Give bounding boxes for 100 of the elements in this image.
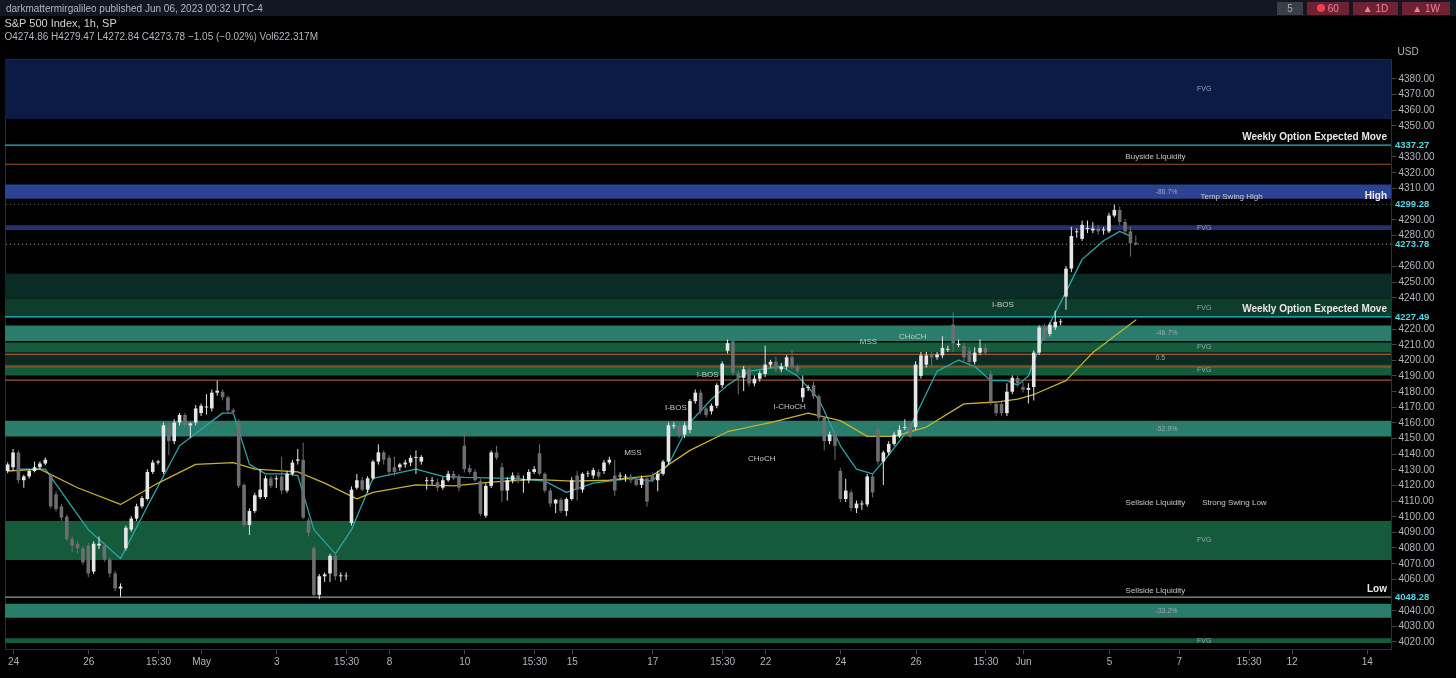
- y-tick-label: 4320.00: [1398, 166, 1436, 178]
- y-tick-label: 4030.00: [1398, 620, 1436, 632]
- y-axis-title: USD: [1397, 45, 1419, 57]
- text: ▲ 1D: [1352, 1, 1399, 15]
- candlestick: [521, 475, 526, 494]
- text: 4048.28: [1395, 591, 1430, 603]
- candlestick: [505, 476, 510, 502]
- x-tick-label: 15:30: [710, 655, 736, 667]
- text: 4227.49: [1395, 310, 1430, 322]
- x-tick-label: 10: [459, 655, 471, 667]
- candlestick: [612, 459, 617, 497]
- candlestick: [11, 448, 15, 472]
- text: ▲ 1W: [1402, 1, 1450, 15]
- candlestick: [156, 459, 160, 466]
- candlestick: [951, 311, 955, 353]
- y-tick-label: 4330.00: [1398, 150, 1436, 162]
- candlestick: [1005, 382, 1009, 417]
- annotation: CHoCH: [747, 454, 776, 464]
- x-tick-label: May: [192, 655, 212, 667]
- y-tick-label: 4060.00: [1398, 573, 1436, 585]
- candlestick: [655, 470, 660, 492]
- annotation: I-CHoCH: [773, 402, 806, 412]
- y-tick-label: 4110.00: [1398, 495, 1435, 507]
- y-tick-label: 4140.00: [1398, 448, 1436, 460]
- candlestick: [328, 553, 332, 583]
- text: 4273.78: [1395, 238, 1430, 250]
- candlestick: [645, 475, 649, 508]
- candlestick: [516, 471, 520, 484]
- y-tick-label: 4020.00: [1398, 635, 1436, 647]
- candlestick: [317, 573, 322, 600]
- annotation: Sellside Liquidity: [1125, 498, 1186, 508]
- annotation: CHoCH: [899, 332, 927, 342]
- x-tick-label: Jun: [1015, 655, 1032, 667]
- candlestick: [548, 487, 553, 508]
- y-tick-label: 4350.00: [1398, 119, 1436, 131]
- x-tick-label: 24: [8, 655, 20, 667]
- candlestick: [376, 443, 381, 466]
- x-tick-label: 24: [835, 655, 847, 667]
- candlestick: [790, 349, 794, 370]
- annotation: Strong Swing Low: [1202, 498, 1267, 508]
- text: 5: [1277, 1, 1303, 15]
- y-tick-label: 4380.00: [1398, 72, 1436, 84]
- y-tick-label: 4370.00: [1398, 88, 1436, 100]
- candlestick: [285, 470, 289, 494]
- annotation: I-BOS: [992, 300, 1014, 310]
- y-tick-label: 4260.00: [1398, 260, 1436, 272]
- candlestick: [833, 431, 837, 461]
- x-tick-label: 12: [1286, 655, 1299, 667]
- candlestick: [371, 459, 375, 481]
- ref-line-label: Weekly Option Expected Move: [1242, 302, 1388, 314]
- x-tick-label: 7: [1176, 655, 1183, 667]
- candlestick: [54, 490, 58, 513]
- annotation: Sellside Liquidity: [1125, 586, 1186, 596]
- y-tick-label: 4090.00: [1398, 526, 1436, 538]
- y-tick-label: 4360.00: [1398, 104, 1436, 116]
- chart-title: S&P 500 Index, 1h, SP: [4, 17, 117, 29]
- text: 4337.27: [1395, 139, 1430, 151]
- x-tick-label: 15:30: [1236, 655, 1263, 667]
- candlestick: [800, 374, 805, 403]
- y-tick-label: 4080.00: [1398, 541, 1436, 553]
- candlestick: [414, 450, 418, 475]
- y-tick-label: 4210.00: [1398, 338, 1436, 350]
- x-tick-label: 15:30: [522, 655, 548, 667]
- y-tick-label: 4100.00: [1398, 510, 1436, 522]
- y-tick-label: 4220.00: [1398, 323, 1436, 334]
- candlestick: [747, 367, 751, 387]
- candlestick: [672, 421, 676, 430]
- candlestick: [919, 351, 923, 380]
- candlestick: [736, 370, 741, 395]
- candlestick: [107, 556, 112, 578]
- candlestick: [500, 462, 504, 503]
- candlestick: [1010, 374, 1015, 395]
- candlestick: [849, 489, 853, 513]
- annotation: Temp Swing High: [1200, 192, 1263, 202]
- candlestick: [715, 382, 719, 409]
- candlestick: [97, 536, 101, 550]
- y-tick-label: 4290.00: [1398, 213, 1436, 225]
- candlestick: [172, 418, 177, 445]
- y-tick-label: 4250.00: [1398, 276, 1436, 288]
- x-tick-label: 17: [647, 655, 659, 667]
- candlestick: [903, 418, 907, 431]
- ref-line-label: High: [1364, 190, 1387, 202]
- annotation: MSS: [859, 336, 878, 346]
- x-tick-label: 15:30: [146, 655, 172, 667]
- y-tick-label: 4240.00: [1398, 291, 1436, 303]
- x-tick-label: 3: [274, 655, 281, 667]
- y-tick-label: 4310.00: [1398, 182, 1436, 194]
- chart-subtitle: O4274.86 H4279.47 L4272.84 C4273.78 −1.05 (−0.02%) Vol622.317M: [4, 31, 318, 42]
- x-tick-label: 15:30: [334, 655, 360, 667]
- annotation: I-BOS: [664, 403, 687, 413]
- candlestick: [822, 415, 827, 452]
- y-tick-label: 4130.00: [1398, 463, 1436, 475]
- candlestick: [1117, 206, 1122, 226]
- candlestick: [1021, 381, 1025, 394]
- x-tick-label: 26: [83, 655, 95, 667]
- candlestick: [720, 360, 724, 389]
- y-tick-label: 4070.00: [1398, 557, 1436, 569]
- x-tick-label: 5: [1106, 655, 1113, 667]
- candlestick: [38, 460, 42, 470]
- annotation: Buyside Liquidity: [1125, 151, 1186, 161]
